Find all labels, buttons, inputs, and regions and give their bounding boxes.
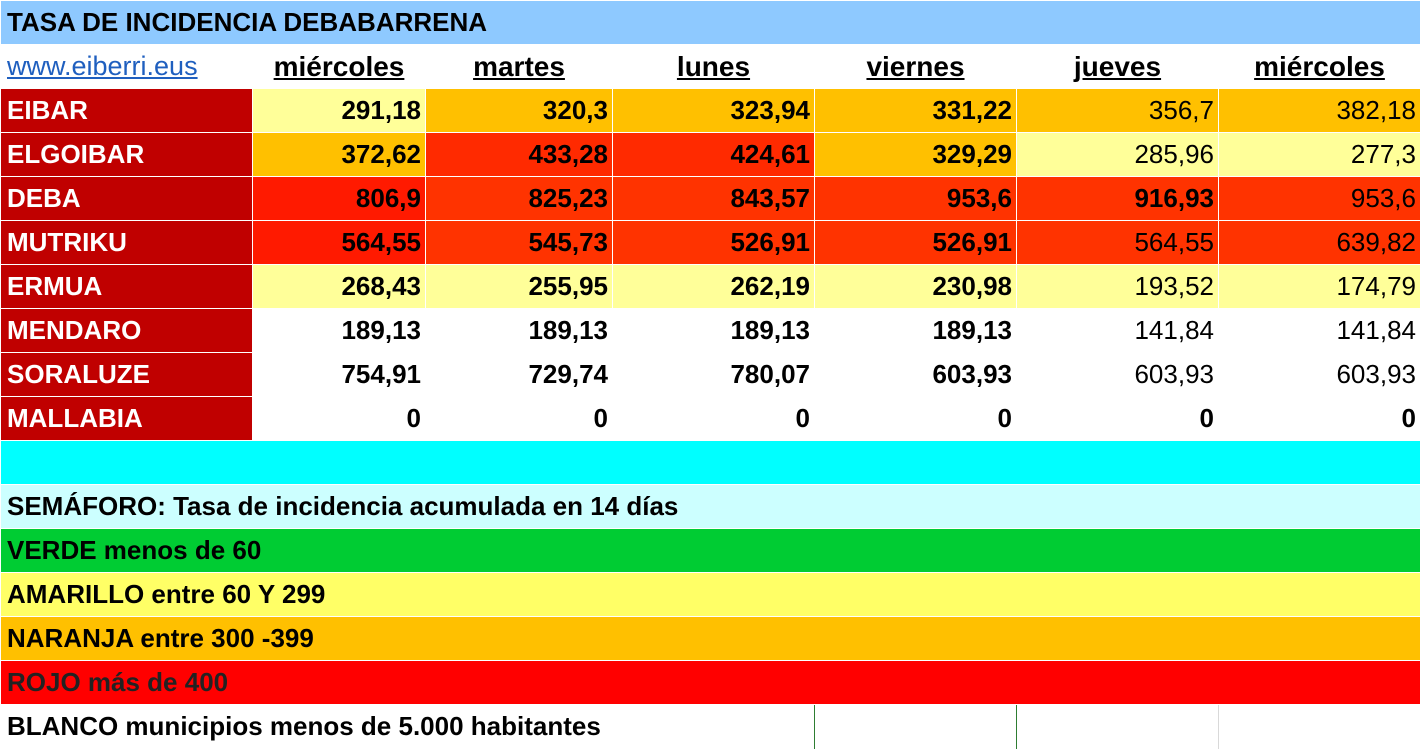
- value-cell: 729,74: [426, 353, 613, 397]
- value-cell: 564,55: [253, 221, 426, 265]
- value-cell: 255,95: [426, 265, 613, 309]
- legend-verde-row: VERDE menos de 60: [1, 529, 1420, 573]
- table-row: SORALUZE 754,91 729,74 780,07 603,93 603…: [1, 353, 1420, 397]
- value-cell: 0: [815, 397, 1017, 441]
- town-label: MUTRIKU: [1, 221, 253, 265]
- value-cell: 331,22: [815, 89, 1017, 133]
- town-label: ELGOIBAR: [1, 133, 253, 177]
- town-label: ERMUA: [1, 265, 253, 309]
- value-cell: 424,61: [613, 133, 815, 177]
- table-row: EIBAR 291,18 320,3 323,94 331,22 356,7 3…: [1, 89, 1420, 133]
- day-header: miércoles: [253, 45, 426, 89]
- town-label: MALLABIA: [1, 397, 253, 441]
- value-cell: 285,96: [1017, 133, 1219, 177]
- value-cell: 189,13: [426, 309, 613, 353]
- value-cell: 564,55: [1017, 221, 1219, 265]
- value-cell: 545,73: [426, 221, 613, 265]
- value-cell: 806,9: [253, 177, 426, 221]
- value-cell: 916,93: [1017, 177, 1219, 221]
- value-cell: 0: [253, 397, 426, 441]
- legend-naranja: NARANJA entre 300 -399: [1, 617, 1420, 661]
- value-cell: 603,93: [815, 353, 1017, 397]
- value-cell: 0: [613, 397, 815, 441]
- legend-naranja-row: NARANJA entre 300 -399: [1, 617, 1420, 661]
- legend-semaforo-row: SEMÁFORO: Tasa de incidencia acumulada e…: [1, 485, 1420, 529]
- legend-amarillo-row: AMARILLO entre 60 Y 299: [1, 573, 1420, 617]
- day-header: viernes: [815, 45, 1017, 89]
- value-cell: 141,84: [1017, 309, 1219, 353]
- table-row: MENDARO 189,13 189,13 189,13 189,13 141,…: [1, 309, 1420, 353]
- legend-semaforo: SEMÁFORO: Tasa de incidencia acumulada e…: [1, 485, 1420, 529]
- table-title: TASA DE INCIDENCIA DEBABARRENA: [1, 1, 1420, 45]
- value-cell: 189,13: [815, 309, 1017, 353]
- value-cell: 0: [426, 397, 613, 441]
- legend-amarillo: AMARILLO entre 60 Y 299: [1, 573, 1420, 617]
- spacer-band: [1, 441, 1420, 485]
- value-cell: 953,6: [1219, 177, 1420, 221]
- value-cell: 174,79: [1219, 265, 1420, 309]
- value-cell: 268,43: [253, 265, 426, 309]
- value-cell: 329,29: [815, 133, 1017, 177]
- town-label: MENDARO: [1, 309, 253, 353]
- legend-verde: VERDE menos de 60: [1, 529, 1420, 573]
- value-cell: 356,7: [1017, 89, 1219, 133]
- value-cell: 291,18: [253, 89, 426, 133]
- empty-cell: [1219, 705, 1420, 749]
- value-cell: 825,23: [426, 177, 613, 221]
- value-cell: 433,28: [426, 133, 613, 177]
- value-cell: 0: [1219, 397, 1420, 441]
- table-row: ERMUA 268,43 255,95 262,19 230,98 193,52…: [1, 265, 1420, 309]
- day-header: jueves: [1017, 45, 1219, 89]
- value-cell: 277,3: [1219, 133, 1420, 177]
- table-row: DEBA 806,9 825,23 843,57 953,6 916,93 95…: [1, 177, 1420, 221]
- value-cell: 262,19: [613, 265, 815, 309]
- legend-blanco: BLANCO municipios menos de 5.000 habitan…: [1, 705, 815, 749]
- day-header: miércoles: [1219, 45, 1420, 89]
- day-header: lunes: [613, 45, 815, 89]
- value-cell: 603,93: [1219, 353, 1420, 397]
- value-cell: 0: [1017, 397, 1219, 441]
- value-cell: 382,18: [1219, 89, 1420, 133]
- spacer-row: [1, 441, 1420, 485]
- table-row: MUTRIKU 564,55 545,73 526,91 526,91 564,…: [1, 221, 1420, 265]
- title-row: TASA DE INCIDENCIA DEBABARRENA: [1, 1, 1420, 45]
- table-row: MALLABIA 0 0 0 0 0 0: [1, 397, 1420, 441]
- town-label: SORALUZE: [1, 353, 253, 397]
- header-row: www.eiberri.eus miércoles martes lunes v…: [1, 45, 1420, 89]
- value-cell: 526,91: [815, 221, 1017, 265]
- value-cell: 141,84: [1219, 309, 1420, 353]
- town-label: DEBA: [1, 177, 253, 221]
- value-cell: 843,57: [613, 177, 815, 221]
- day-header: martes: [426, 45, 613, 89]
- value-cell: 189,13: [613, 309, 815, 353]
- value-cell: 953,6: [815, 177, 1017, 221]
- eiberri-link[interactable]: www.eiberri.eus: [1, 45, 253, 89]
- value-cell: 780,07: [613, 353, 815, 397]
- value-cell: 639,82: [1219, 221, 1420, 265]
- empty-cell: [1017, 705, 1219, 749]
- value-cell: 754,91: [253, 353, 426, 397]
- value-cell: 230,98: [815, 265, 1017, 309]
- value-cell: 193,52: [1017, 265, 1219, 309]
- value-cell: 323,94: [613, 89, 815, 133]
- empty-cell: [815, 705, 1017, 749]
- legend-rojo: ROJO más de 400: [1, 661, 1420, 705]
- value-cell: 189,13: [253, 309, 426, 353]
- legend-blanco-row: BLANCO municipios menos de 5.000 habitan…: [1, 705, 1420, 749]
- value-cell: 372,62: [253, 133, 426, 177]
- table-row: ELGOIBAR 372,62 433,28 424,61 329,29 285…: [1, 133, 1420, 177]
- town-label: EIBAR: [1, 89, 253, 133]
- value-cell: 603,93: [1017, 353, 1219, 397]
- value-cell: 526,91: [613, 221, 815, 265]
- value-cell: 320,3: [426, 89, 613, 133]
- legend-rojo-row: ROJO más de 400: [1, 661, 1420, 705]
